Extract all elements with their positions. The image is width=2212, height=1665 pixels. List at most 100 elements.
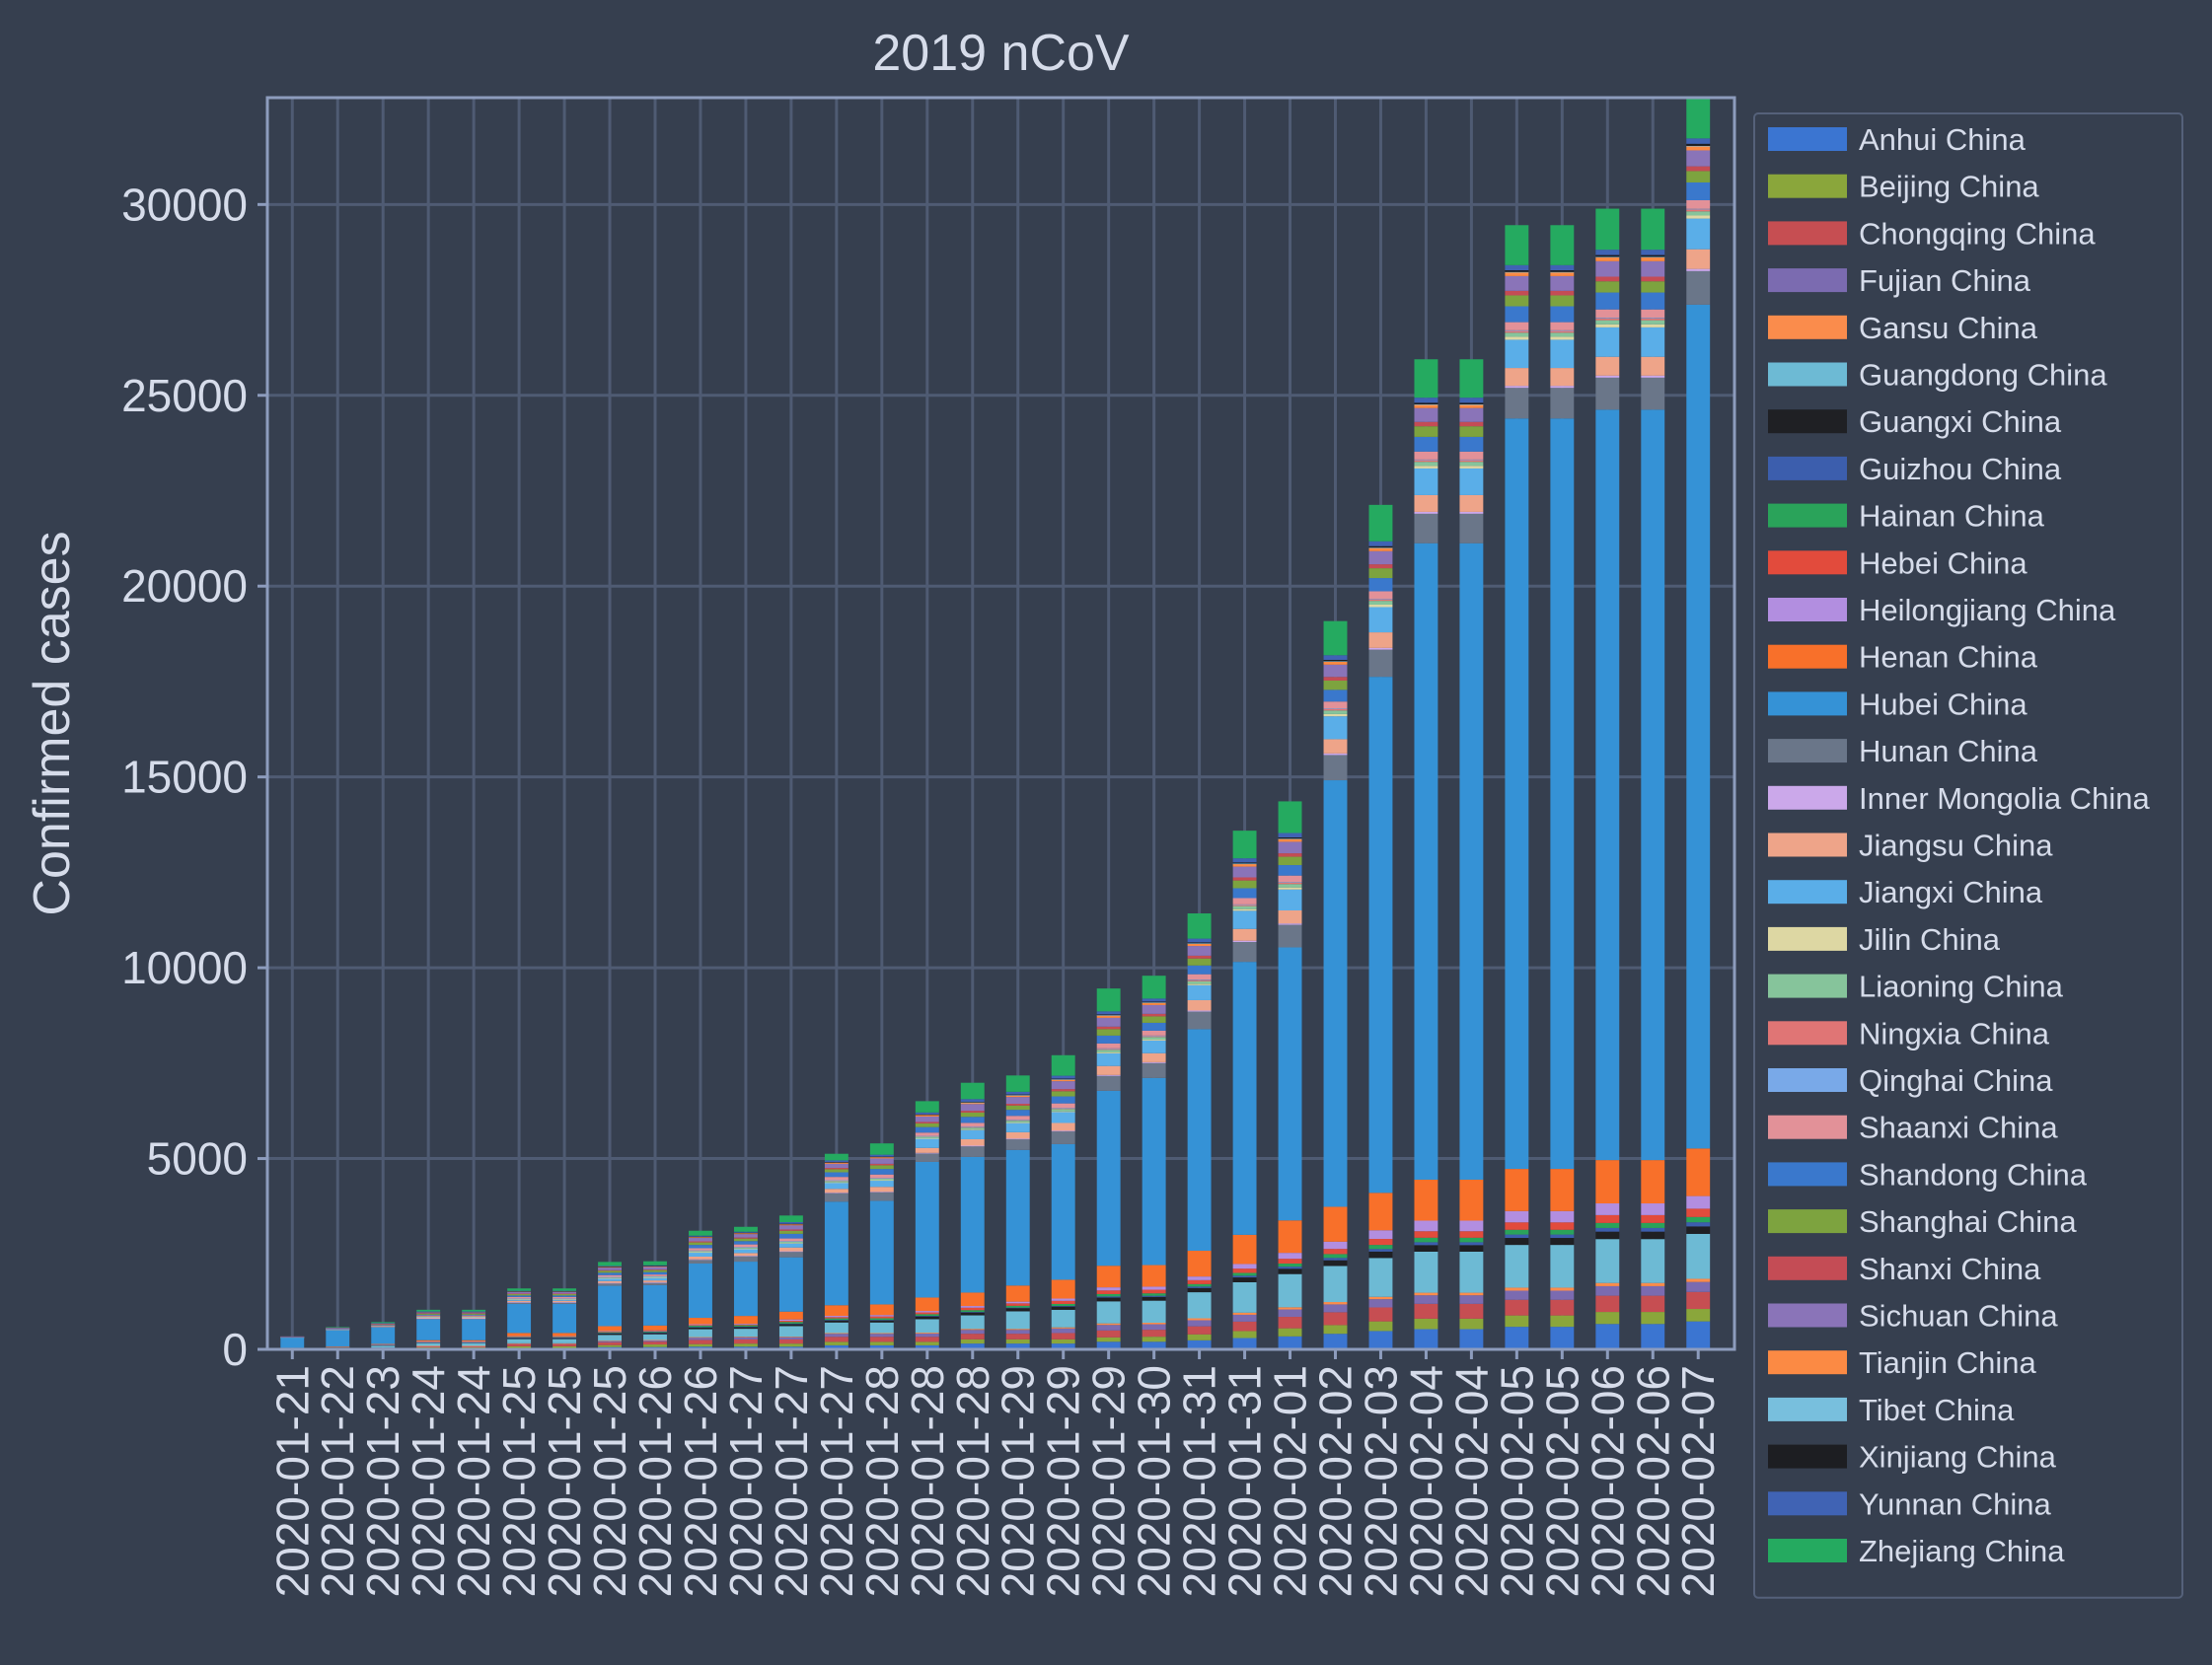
y-tick-label: 20000: [121, 560, 248, 612]
bar-segment: [869, 1178, 894, 1179]
bar-segment: [1550, 339, 1575, 369]
bar-segment: [1232, 962, 1257, 1235]
bar-segment: [824, 1201, 848, 1306]
bar-segment: [1641, 1239, 1665, 1283]
bar-segment: [1323, 753, 1348, 756]
bar-segment: [1459, 398, 1484, 403]
bar-segment: [824, 1160, 848, 1163]
bar-segment: [462, 1316, 486, 1318]
bar-segment: [1051, 1122, 1075, 1131]
bar-segment: [1368, 591, 1393, 600]
bar-segment: [553, 1303, 577, 1334]
legend-box: [1753, 112, 2183, 1599]
bar-segment: [1323, 716, 1348, 740]
legend-swatch: [1768, 1021, 1847, 1046]
bar-segment: [915, 1152, 939, 1154]
bar-segment: [553, 1293, 577, 1295]
bar-segment: [915, 1132, 939, 1136]
x-tick-label: 2020-01-26: [675, 1365, 726, 1597]
y-axis-label: Confirmed cases: [24, 531, 81, 915]
bar-segment: [553, 1299, 577, 1300]
bar-segment: [1232, 1281, 1257, 1313]
bar-segment: [416, 1316, 441, 1318]
legend-label: Shanxi China: [1859, 1252, 2041, 1286]
bar-segment: [507, 1298, 532, 1299]
bar-segment: [689, 1248, 712, 1251]
bar-segment: [1096, 1337, 1121, 1342]
x-ticks: 2020-01-212020-01-222020-01-232020-01-24…: [266, 1349, 1724, 1597]
bar-segment: [598, 1333, 622, 1336]
bar-segment: [1232, 1314, 1257, 1322]
bar-segment: [733, 1253, 758, 1257]
bar-segment: [643, 1284, 667, 1326]
bar-segment: [915, 1137, 939, 1139]
bar-segment: [507, 1299, 532, 1300]
bar-segment: [1232, 1321, 1257, 1332]
bar-segment: [1005, 1105, 1030, 1111]
bar-segment: [1595, 356, 1620, 376]
bar-segment: [1005, 1305, 1030, 1308]
bar-segment: [1232, 866, 1257, 878]
bar-segment: [915, 1161, 939, 1298]
bar-segment: [1278, 856, 1302, 866]
bar-segment: [1414, 494, 1438, 512]
bar-segment: [824, 1163, 848, 1169]
bar-segment: [1459, 462, 1484, 467]
bar-segment: [553, 1342, 577, 1344]
bar-segment: [960, 1292, 985, 1307]
bar-segment: [733, 1327, 758, 1330]
bar-segment: [1187, 958, 1212, 966]
bar-segment: [1005, 1122, 1030, 1123]
bar-segment: [507, 1338, 532, 1339]
bar-segment: [1232, 1272, 1257, 1276]
bar-segment: [507, 1339, 532, 1343]
bar-segment: [1550, 330, 1575, 333]
bar-segment: [1187, 980, 1212, 984]
bar-segment: [1368, 564, 1393, 569]
bars: [280, 97, 1711, 1350]
bar-segment: [1641, 356, 1665, 376]
bar-segment: [733, 1256, 758, 1257]
legend-label: Tibet China: [1859, 1393, 2015, 1427]
bar-segment: [1323, 620, 1348, 656]
bar-segment: [1550, 1234, 1575, 1239]
bar-segment: [1096, 1052, 1121, 1066]
bar-segment: [1686, 1216, 1711, 1223]
bar-segment: [1459, 426, 1484, 437]
legend-swatch: [1768, 1115, 1847, 1139]
bar-segment: [1595, 208, 1620, 251]
bar-segment: [1187, 1326, 1212, 1335]
bar-segment: [1686, 1321, 1711, 1349]
bar-segment: [1459, 459, 1484, 461]
bar-segment: [1459, 1242, 1484, 1246]
bar-segment: [869, 1318, 894, 1321]
bar-segment: [598, 1274, 622, 1277]
bar-segment: [1505, 386, 1529, 389]
bar-segment: [507, 1345, 532, 1348]
legend-label: Chongqing China: [1859, 216, 2096, 251]
bar-segment: [1550, 270, 1575, 272]
bar-segment: [689, 1339, 712, 1344]
bar-segment: [869, 1178, 894, 1180]
bar-segment: [416, 1317, 441, 1319]
bar-segment: [598, 1262, 622, 1267]
bar-segment: [689, 1242, 712, 1246]
bar-segment: [507, 1300, 532, 1303]
x-tick-label: 2020-01-25: [584, 1365, 635, 1597]
bar-segment: [462, 1312, 486, 1314]
bar-segment: [1505, 275, 1529, 291]
bar-segment: [778, 1326, 803, 1338]
x-tick-label: 2020-02-06: [1627, 1365, 1678, 1597]
bar-segment: [1096, 1074, 1121, 1076]
bar-segment: [1505, 1238, 1529, 1246]
bar-segment: [1142, 1330, 1166, 1338]
bar-segment: [824, 1189, 848, 1194]
bar-segment: [1278, 1307, 1302, 1310]
bar-segment: [960, 1145, 985, 1147]
bar-segment: [960, 1312, 985, 1316]
bar-segment: [869, 1174, 894, 1179]
bar-segment: [598, 1270, 622, 1273]
bar-segment: [1051, 1339, 1075, 1344]
bar-segment: [1459, 543, 1484, 1180]
bar-segment: [462, 1313, 486, 1314]
